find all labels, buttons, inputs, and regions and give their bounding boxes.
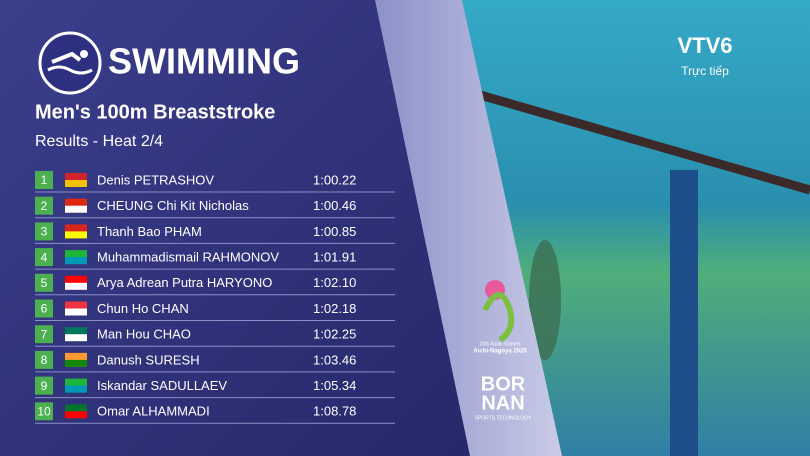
sport-icon-head [80, 50, 88, 58]
rank-box [35, 350, 53, 369]
flag-band [65, 308, 87, 316]
row-time: 1:00.46 [313, 198, 356, 213]
rank: 6 [41, 302, 48, 316]
games-logo-line: Aichi-Nagoya 2026 [473, 349, 527, 355]
row-name: Thanh Bao PHAM [97, 224, 202, 239]
rank-box [35, 299, 53, 318]
channel-status: Trực tiếp [681, 64, 729, 78]
swimmer [529, 240, 561, 360]
sport-icon-wave [47, 65, 93, 75]
row-name: CHEUNG Chi Kit Nicholas [97, 198, 249, 213]
rank-box [35, 376, 53, 395]
flag-band [65, 231, 87, 239]
rank-box [35, 248, 53, 267]
rank: 7 [41, 327, 48, 341]
flag-band [65, 257, 87, 265]
lane-line [670, 170, 698, 456]
diagonal-stripe [370, 0, 562, 456]
row-time: 1:02.10 [313, 275, 356, 290]
rank: 3 [41, 225, 48, 239]
row-time: 1:01.91 [313, 250, 356, 265]
row-name: Arya Adrean Putra HARYONO [97, 275, 272, 290]
channel-logo: VTV6 [677, 33, 732, 58]
flag-band [65, 411, 87, 419]
flag-band [65, 205, 87, 213]
rank-box [35, 222, 53, 241]
rank: 10 [37, 404, 51, 418]
sponsor-logo: BOR [481, 373, 526, 395]
rank-box [35, 196, 53, 215]
rank: 4 [41, 250, 48, 264]
rank: 5 [41, 276, 48, 290]
sport-title: SWIMMING [108, 41, 300, 82]
flag-band [65, 180, 87, 187]
games-logo-line: 20th Asian Games [480, 341, 521, 347]
row-time: 1:02.18 [313, 301, 356, 316]
row-time: 1:00.22 [313, 172, 356, 187]
row-name: Danush SURESH [97, 352, 200, 367]
event-subtitle: Results - Heat 2/4 [35, 133, 163, 150]
rank-box [35, 273, 53, 292]
event-title: Men's 100m Breaststroke [35, 101, 275, 123]
sponsor-tagline: SPORTS TECHNOLOGY [475, 415, 532, 421]
rank: 1 [41, 173, 48, 187]
rank-box [35, 171, 53, 189]
flag-band [65, 282, 87, 290]
flag-band [65, 334, 87, 342]
row-name: Omar ALHAMMADI [97, 404, 210, 419]
games-logo-mark [482, 292, 515, 343]
row-name: Chun Ho CHAN [97, 301, 189, 316]
rank-box [35, 325, 53, 344]
row-name: Denis PETRASHOV [97, 172, 214, 187]
row-time: 1:00.85 [313, 224, 356, 239]
rank: 8 [41, 353, 48, 367]
row-name: Iskandar SADULLAEV [97, 378, 227, 393]
rank-box [35, 402, 53, 421]
row-time: 1:02.25 [313, 327, 356, 342]
sponsor-logo: NAN [481, 392, 524, 414]
row-name: Man Hou CHAO [97, 327, 191, 342]
results-list: 1 Denis PETRASHOV 1:00.22 2 CHEUNG Chi Kit N… [35, 171, 395, 424]
row-time: 1:05.34 [313, 378, 356, 393]
row-time: 1:03.46 [313, 352, 356, 367]
sport-icon-body [51, 51, 82, 64]
results-panel [0, 0, 470, 456]
row-time: 1:08.78 [313, 404, 356, 419]
rank: 2 [41, 199, 48, 213]
lane-rope [478, 90, 810, 195]
flag-band [65, 385, 87, 393]
rank: 9 [41, 379, 48, 393]
flag-band [65, 359, 87, 367]
row-name: Muhammadismail RAHMONOV [97, 250, 279, 265]
sport-icon [38, 31, 102, 95]
